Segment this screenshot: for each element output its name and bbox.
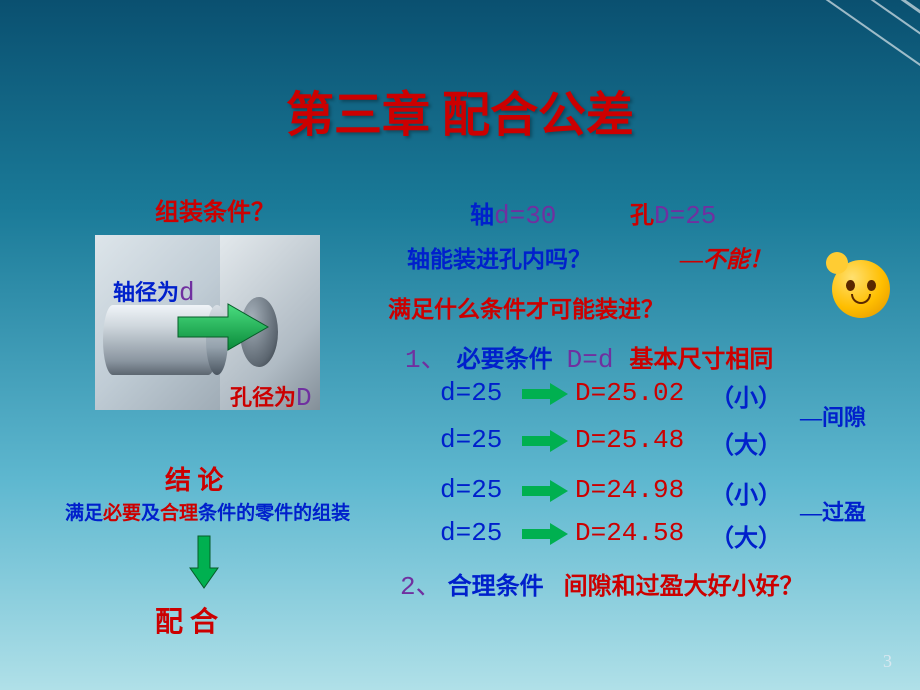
arrow-icon [520,478,570,504]
arrow-icon [520,381,570,407]
down-arrow-icon [186,532,222,592]
question-condition: 满足什么条件才可能装进？ [388,290,664,324]
necessary-condition-line: 1、 必要条件 D=d 基本尺寸相同 [405,338,773,375]
reasonable-condition-line: 2、 合理条件 间隙和过盈大好小好？ [400,565,804,602]
clearance-label: —间隙 [800,400,866,432]
interference-label: —过盈 [800,495,866,527]
green-arrow-icon [173,302,273,352]
hole-diameter-label: 孔径为D [230,380,312,413]
thinking-emoji-icon [832,260,890,318]
shaft-diameter-label: 轴径为d [113,275,195,308]
question-fit: 轴能装进孔内吗？ [407,240,591,274]
conclusion-heading: 结 论 [165,460,224,497]
assembly-condition-heading: 组装条件？ [155,192,275,227]
answer-no: —不能！ [680,240,772,274]
chapter-title: 第三章 配合公差 [0,75,920,145]
page-number: 3 [883,651,892,672]
arrow-icon [520,521,570,547]
fit-label: 配 合 [155,600,218,640]
arrow-icon [520,428,570,454]
conclusion-text: 满足必要及合理条件的零件的组装 [65,498,350,525]
shaft-dimension: 轴d=30 [470,195,556,231]
hole-dimension: 孔D=25 [630,195,716,231]
